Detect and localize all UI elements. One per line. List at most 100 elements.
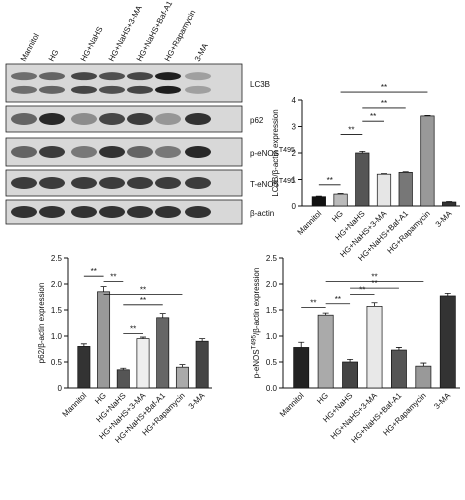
error-bar — [315, 195, 322, 197]
error-bar — [444, 292, 451, 296]
bar — [442, 201, 457, 207]
blot-band — [11, 113, 37, 125]
bar — [342, 361, 358, 389]
bar — [391, 349, 407, 389]
x-tick-label: 3-MA — [432, 391, 452, 411]
blot-band — [155, 113, 181, 125]
significance-label: ** — [381, 99, 387, 108]
blot-band — [99, 206, 125, 218]
blot-band — [71, 177, 97, 189]
x-tick-label: 3-MA — [434, 209, 454, 229]
y-tick-label: 2.5 — [51, 254, 63, 263]
error-bar — [159, 313, 166, 318]
lane-label: HG — [47, 48, 61, 63]
lane-label: HG+NaHS — [79, 25, 105, 63]
y-tick-label: 4 — [292, 96, 297, 105]
bar — [366, 306, 383, 389]
y-tick-label: 0 — [58, 384, 63, 393]
error-bar — [402, 171, 409, 173]
y-tick-label: 1.5 — [51, 306, 63, 315]
blot-band — [99, 72, 125, 81]
row-label: β-actin — [250, 209, 274, 218]
blot-band — [99, 177, 125, 189]
bar — [376, 173, 392, 207]
error-bar — [424, 114, 431, 116]
lane-label: 3-MA — [193, 41, 210, 63]
blot-band — [71, 206, 97, 218]
blot-band — [127, 206, 153, 218]
y-tick-label: 1.0 — [266, 332, 278, 341]
bar — [116, 369, 130, 389]
blot-band — [71, 146, 97, 158]
row-label-sup: T495 — [279, 147, 295, 154]
significance-label: ** — [140, 285, 146, 294]
blot-band — [11, 177, 37, 189]
blot-band — [11, 146, 37, 158]
x-tick-label: Mannitol — [296, 209, 324, 237]
error-bar — [298, 341, 305, 348]
blot-band — [127, 85, 153, 94]
significance-label: ** — [91, 267, 97, 276]
blot-band — [99, 146, 125, 158]
error-bar — [80, 343, 87, 347]
blot-band — [71, 113, 97, 125]
y-tick-label: 1 — [292, 176, 297, 185]
y-axis-label: p62/β-actin expression — [37, 283, 46, 364]
error-bar — [120, 367, 127, 370]
error-bar — [322, 312, 329, 316]
x-tick-label: 3-MA — [187, 391, 207, 411]
blot-panel — [5, 63, 243, 103]
blot-band — [11, 206, 37, 218]
bar — [175, 366, 189, 389]
error-bar — [179, 364, 186, 368]
y-tick-label: 2.0 — [266, 280, 278, 289]
y-tick-label: 1.5 — [266, 306, 278, 315]
row-label: T-eNOST495 — [250, 178, 295, 189]
bar — [77, 346, 91, 389]
significance-label: ** — [140, 296, 146, 305]
y-axis-label-main: p-eNOS — [252, 349, 261, 378]
y-axis-label: p-eNOST495/β-actin expression — [250, 268, 261, 379]
x-tick-label: HG — [93, 391, 108, 406]
blot-band — [185, 206, 211, 218]
y-tick-label: 0.5 — [266, 358, 278, 367]
blot-band — [11, 72, 37, 81]
x-tick-label: HG — [315, 391, 330, 406]
blot-band — [39, 85, 65, 94]
bar — [293, 347, 310, 389]
y-tick-label: 0.5 — [51, 358, 63, 367]
bar — [420, 115, 435, 207]
blot-band — [155, 85, 181, 94]
blot-band — [127, 177, 153, 189]
row-label-sup: T495 — [279, 178, 295, 185]
blot-band — [127, 72, 153, 81]
bar — [136, 338, 150, 389]
blot-band — [155, 177, 181, 189]
significance-label: ** — [335, 295, 341, 304]
error-bar — [446, 201, 453, 203]
error-bar — [381, 173, 387, 175]
bar — [156, 317, 170, 389]
y-tick-label: 3 — [292, 123, 297, 132]
blot-band — [99, 85, 125, 94]
blot-band — [99, 113, 125, 125]
y-tick-label: 0.0 — [266, 384, 278, 393]
blot-band — [39, 72, 65, 81]
row-label: p-eNOST495 — [250, 147, 295, 158]
error-bar — [395, 347, 402, 351]
blot-band — [71, 85, 97, 94]
y-tick-label: 2.5 — [266, 254, 278, 263]
significance-label: ** — [310, 298, 316, 307]
error-bar — [420, 362, 427, 367]
error-bar — [371, 302, 378, 307]
significance-label: ** — [327, 176, 333, 185]
bar — [355, 152, 370, 207]
bar — [195, 340, 209, 389]
y-tick-label: 2 — [292, 149, 297, 158]
significance-label: ** — [130, 324, 136, 333]
error-bar — [199, 338, 206, 342]
bar — [317, 314, 334, 389]
y-axis-label-after: /β-actin expression — [252, 268, 261, 335]
significance-label: ** — [371, 279, 377, 288]
